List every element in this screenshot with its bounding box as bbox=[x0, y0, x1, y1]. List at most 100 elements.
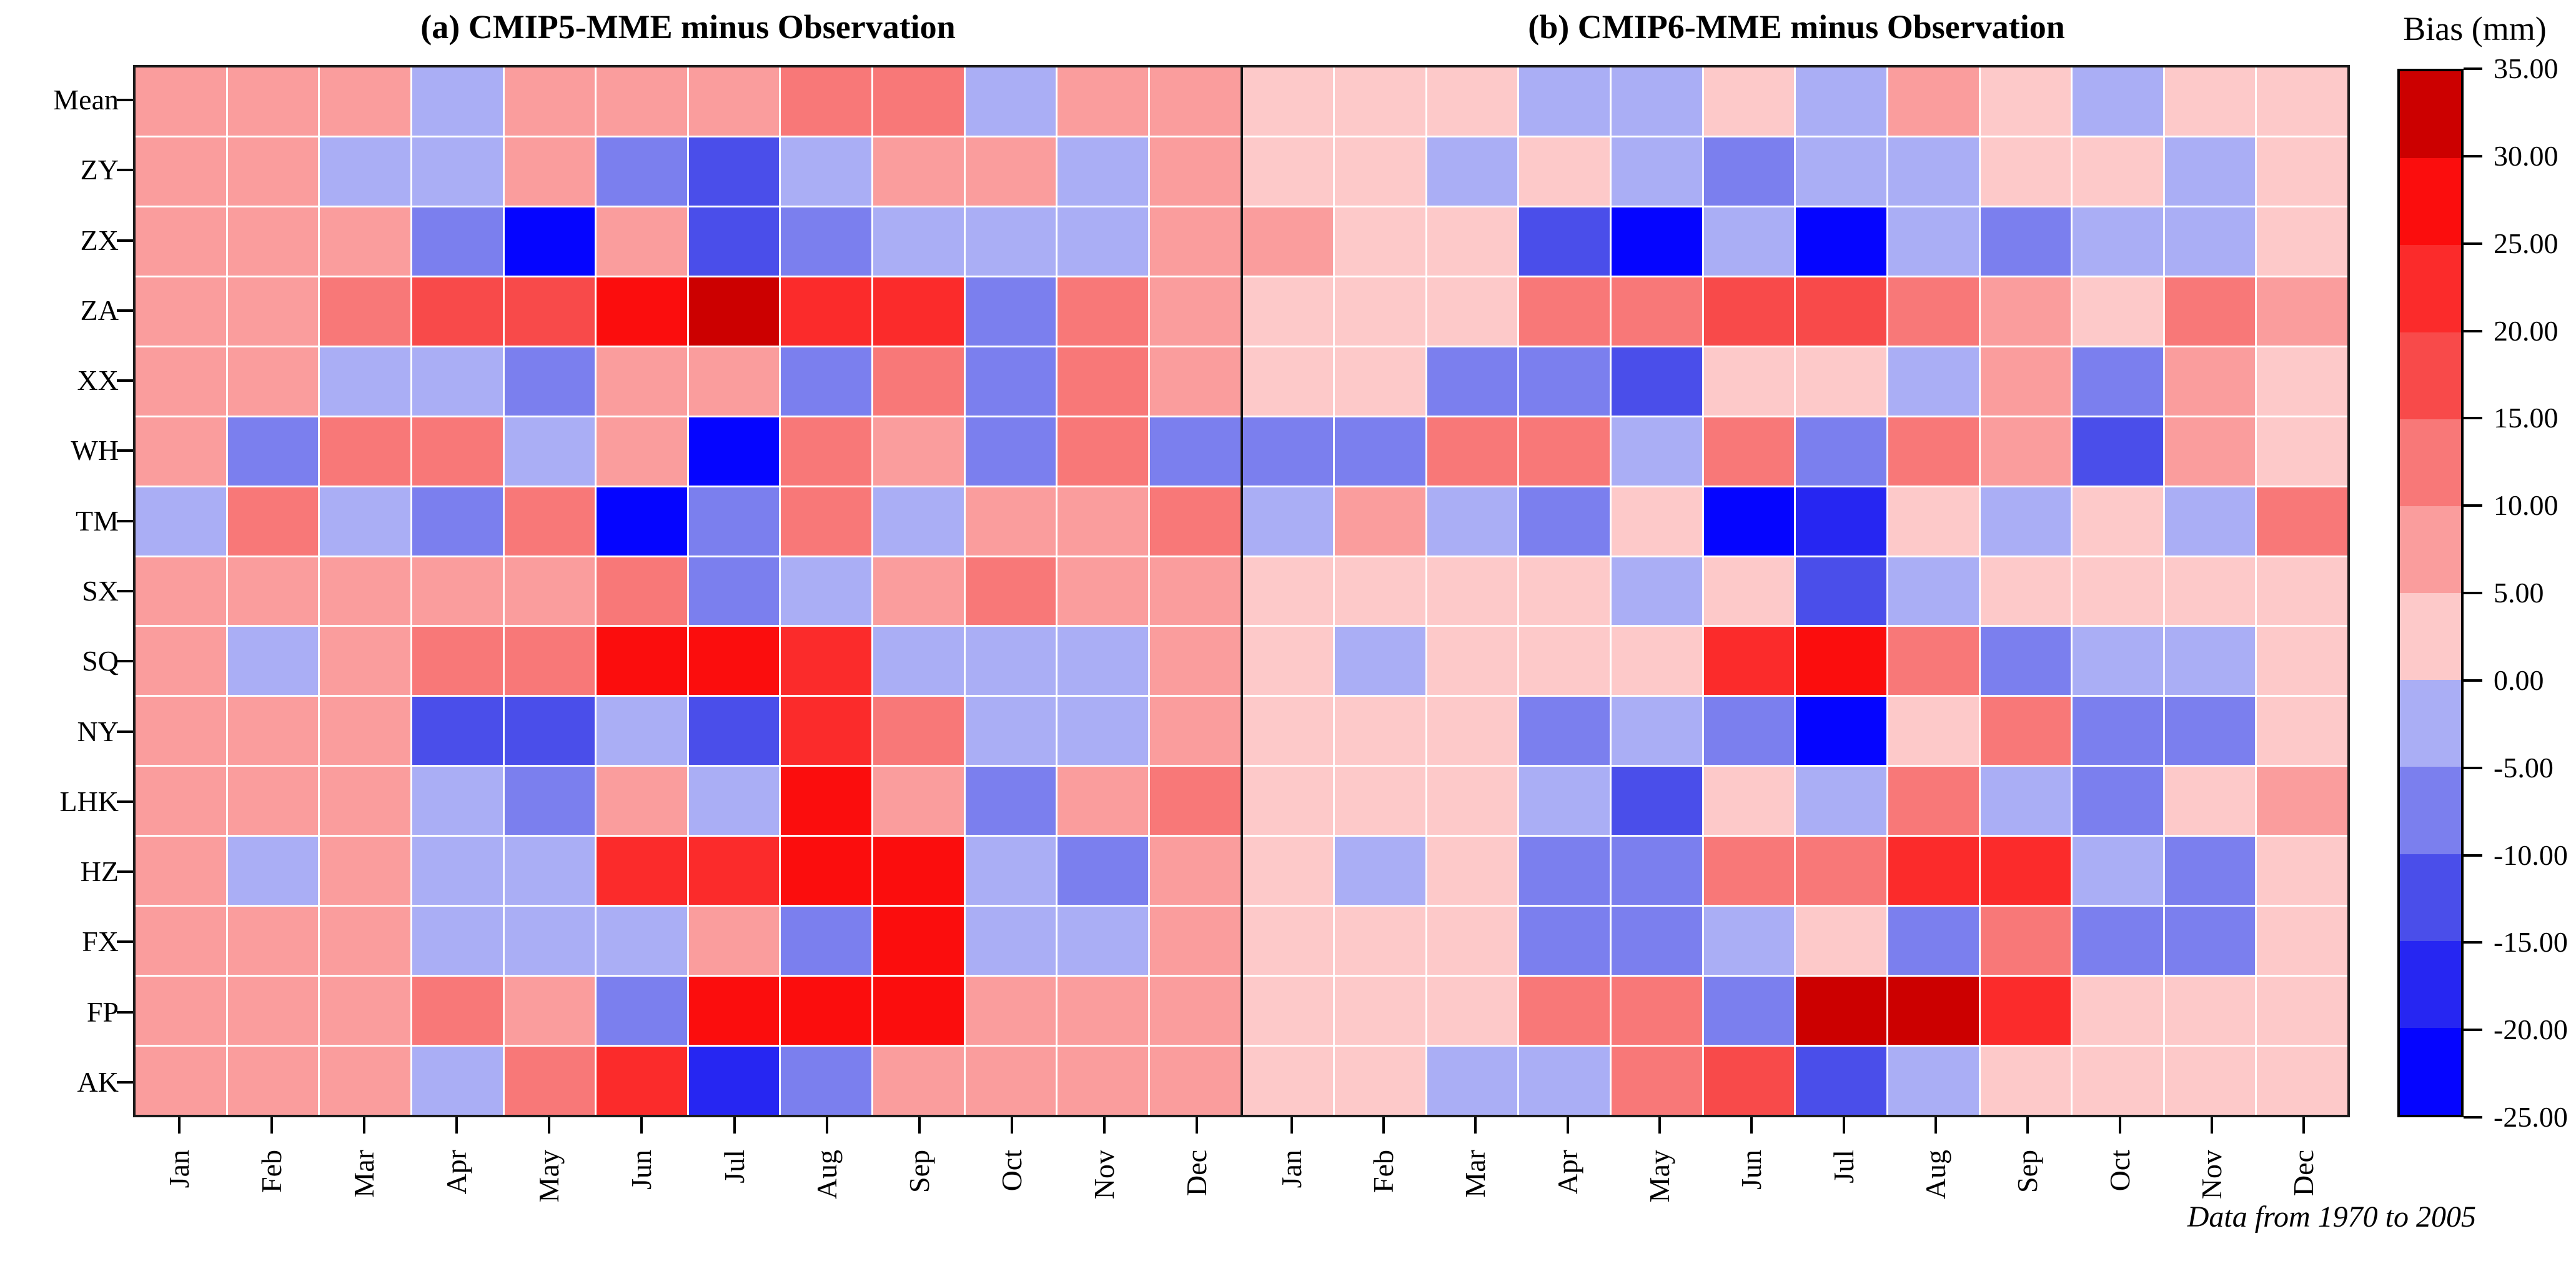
heatmap-cell bbox=[1980, 207, 2071, 276]
heatmap-cell bbox=[1149, 417, 1241, 486]
heatmap-cell bbox=[504, 137, 595, 206]
heatmap-cell bbox=[1427, 907, 1518, 975]
heatmap-cell bbox=[2073, 767, 2163, 835]
heatmap-cell bbox=[227, 837, 319, 905]
colorbar-segment bbox=[2400, 680, 2461, 767]
heatmap-cell bbox=[1058, 277, 1148, 346]
heatmap-cell bbox=[136, 277, 226, 346]
heatmap-cell bbox=[2164, 277, 2256, 346]
heatmap-cell bbox=[1519, 277, 1610, 346]
x-axis-label-jul: Jul bbox=[1827, 1150, 1860, 1184]
x-axis-label-feb: Feb bbox=[1367, 1150, 1399, 1193]
heatmap-cell bbox=[1519, 67, 1610, 136]
heatmap-cell bbox=[1335, 487, 1425, 556]
heatmap-cell bbox=[597, 67, 687, 136]
heatmap-cell bbox=[597, 417, 687, 486]
colorbar-segment bbox=[2400, 767, 2461, 854]
heatmap-cell bbox=[1427, 627, 1518, 695]
heatmap-cell bbox=[1335, 137, 1425, 206]
heatmap-cell bbox=[2164, 487, 2256, 556]
heatmap-cell bbox=[1335, 417, 1425, 486]
heatmap-cell bbox=[1703, 627, 1795, 695]
heatmap-cell bbox=[1888, 1047, 1979, 1115]
heatmap-cell bbox=[227, 977, 319, 1045]
heatmap-cell bbox=[1427, 137, 1518, 206]
heatmap-cell bbox=[1427, 487, 1518, 556]
heatmap-cell bbox=[412, 977, 503, 1045]
heatmap-cell bbox=[965, 557, 1056, 626]
heatmap-cell bbox=[1242, 697, 1334, 765]
y-axis-label-za: ZA bbox=[80, 294, 119, 326]
heatmap-cell bbox=[1335, 767, 1425, 835]
heatmap-cell bbox=[1519, 907, 1610, 975]
heatmap-cell bbox=[873, 207, 964, 276]
x-axis-label-dec: Dec bbox=[1180, 1150, 1212, 1197]
heatmap-cell bbox=[320, 347, 410, 416]
heatmap-cell bbox=[965, 277, 1056, 346]
y-tick bbox=[117, 309, 133, 312]
heatmap-cell bbox=[965, 697, 1056, 765]
y-tick bbox=[117, 379, 133, 382]
heatmap-cell bbox=[2164, 347, 2256, 416]
x-axis-label-apr: Apr bbox=[1551, 1150, 1583, 1195]
heatmap-cell bbox=[688, 67, 780, 136]
heatmap-cell bbox=[412, 487, 503, 556]
heatmap-cell bbox=[781, 627, 871, 695]
heatmap-cell bbox=[227, 67, 319, 136]
heatmap-cell bbox=[504, 837, 595, 905]
x-axis-label-apr: Apr bbox=[440, 1150, 473, 1195]
heatmap-cell bbox=[2164, 767, 2256, 835]
heatmap-cell bbox=[688, 417, 780, 486]
y-axis-label-xx: XX bbox=[77, 364, 119, 397]
heatmap-cell bbox=[2073, 977, 2163, 1045]
colorbar-tick-label: -25.00 bbox=[2494, 1101, 2568, 1133]
heatmap-cell bbox=[412, 837, 503, 905]
heatmap-cell bbox=[1796, 277, 1886, 346]
heatmap-cell bbox=[412, 207, 503, 276]
heatmap-cell bbox=[1427, 1047, 1518, 1115]
heatmap-cell bbox=[136, 697, 226, 765]
heatmap-panel-a bbox=[136, 67, 1241, 1115]
heatmap-cell bbox=[1888, 207, 1979, 276]
y-tick bbox=[117, 800, 133, 803]
heatmap-cell bbox=[2257, 697, 2347, 765]
heatmap-cell bbox=[320, 837, 410, 905]
y-axis-label-zy: ZY bbox=[80, 154, 119, 186]
heatmap-cell bbox=[227, 907, 319, 975]
heatmap-cell bbox=[1980, 277, 2071, 346]
heatmap-cell bbox=[1703, 137, 1795, 206]
heatmap-cell bbox=[136, 1047, 226, 1115]
y-axis-label-sx: SX bbox=[82, 575, 119, 607]
heatmap-cell bbox=[1796, 837, 1886, 905]
heatmap-cell bbox=[1612, 977, 1702, 1045]
heatmap-cell bbox=[1612, 137, 1702, 206]
heatmap-cell bbox=[320, 977, 410, 1045]
heatmap-cell bbox=[1612, 277, 1702, 346]
heatmap-cell bbox=[1980, 557, 2071, 626]
heatmap-cell bbox=[2164, 837, 2256, 905]
heatmap-cell bbox=[2073, 557, 2163, 626]
heatmap-cell bbox=[1519, 347, 1610, 416]
heatmap-cell bbox=[597, 837, 687, 905]
heatmap-cell bbox=[2073, 1047, 2163, 1115]
heatmap-cell bbox=[2073, 277, 2163, 346]
heatmap-cell bbox=[1335, 837, 1425, 905]
x-axis-label-jan: Jan bbox=[163, 1150, 196, 1189]
heatmap-cell bbox=[2257, 1047, 2347, 1115]
y-axis-label-fx: FX bbox=[82, 925, 119, 958]
heatmap-cell bbox=[873, 1047, 964, 1115]
heatmap-cell bbox=[2164, 417, 2256, 486]
colorbar-tick-label: -5.00 bbox=[2494, 751, 2554, 784]
heatmap-cell bbox=[688, 627, 780, 695]
colorbar-segment bbox=[2400, 940, 2461, 1028]
heatmap-cell bbox=[1427, 207, 1518, 276]
heatmap-cell bbox=[2073, 627, 2163, 695]
heatmap-cell bbox=[320, 557, 410, 626]
heatmap-cell bbox=[1242, 137, 1334, 206]
heatmap-cell bbox=[1980, 837, 2071, 905]
heatmap-cell bbox=[1335, 907, 1425, 975]
heatmap-cell bbox=[1703, 837, 1795, 905]
heatmap-cell bbox=[504, 347, 595, 416]
heatmap-cell bbox=[1612, 767, 1702, 835]
